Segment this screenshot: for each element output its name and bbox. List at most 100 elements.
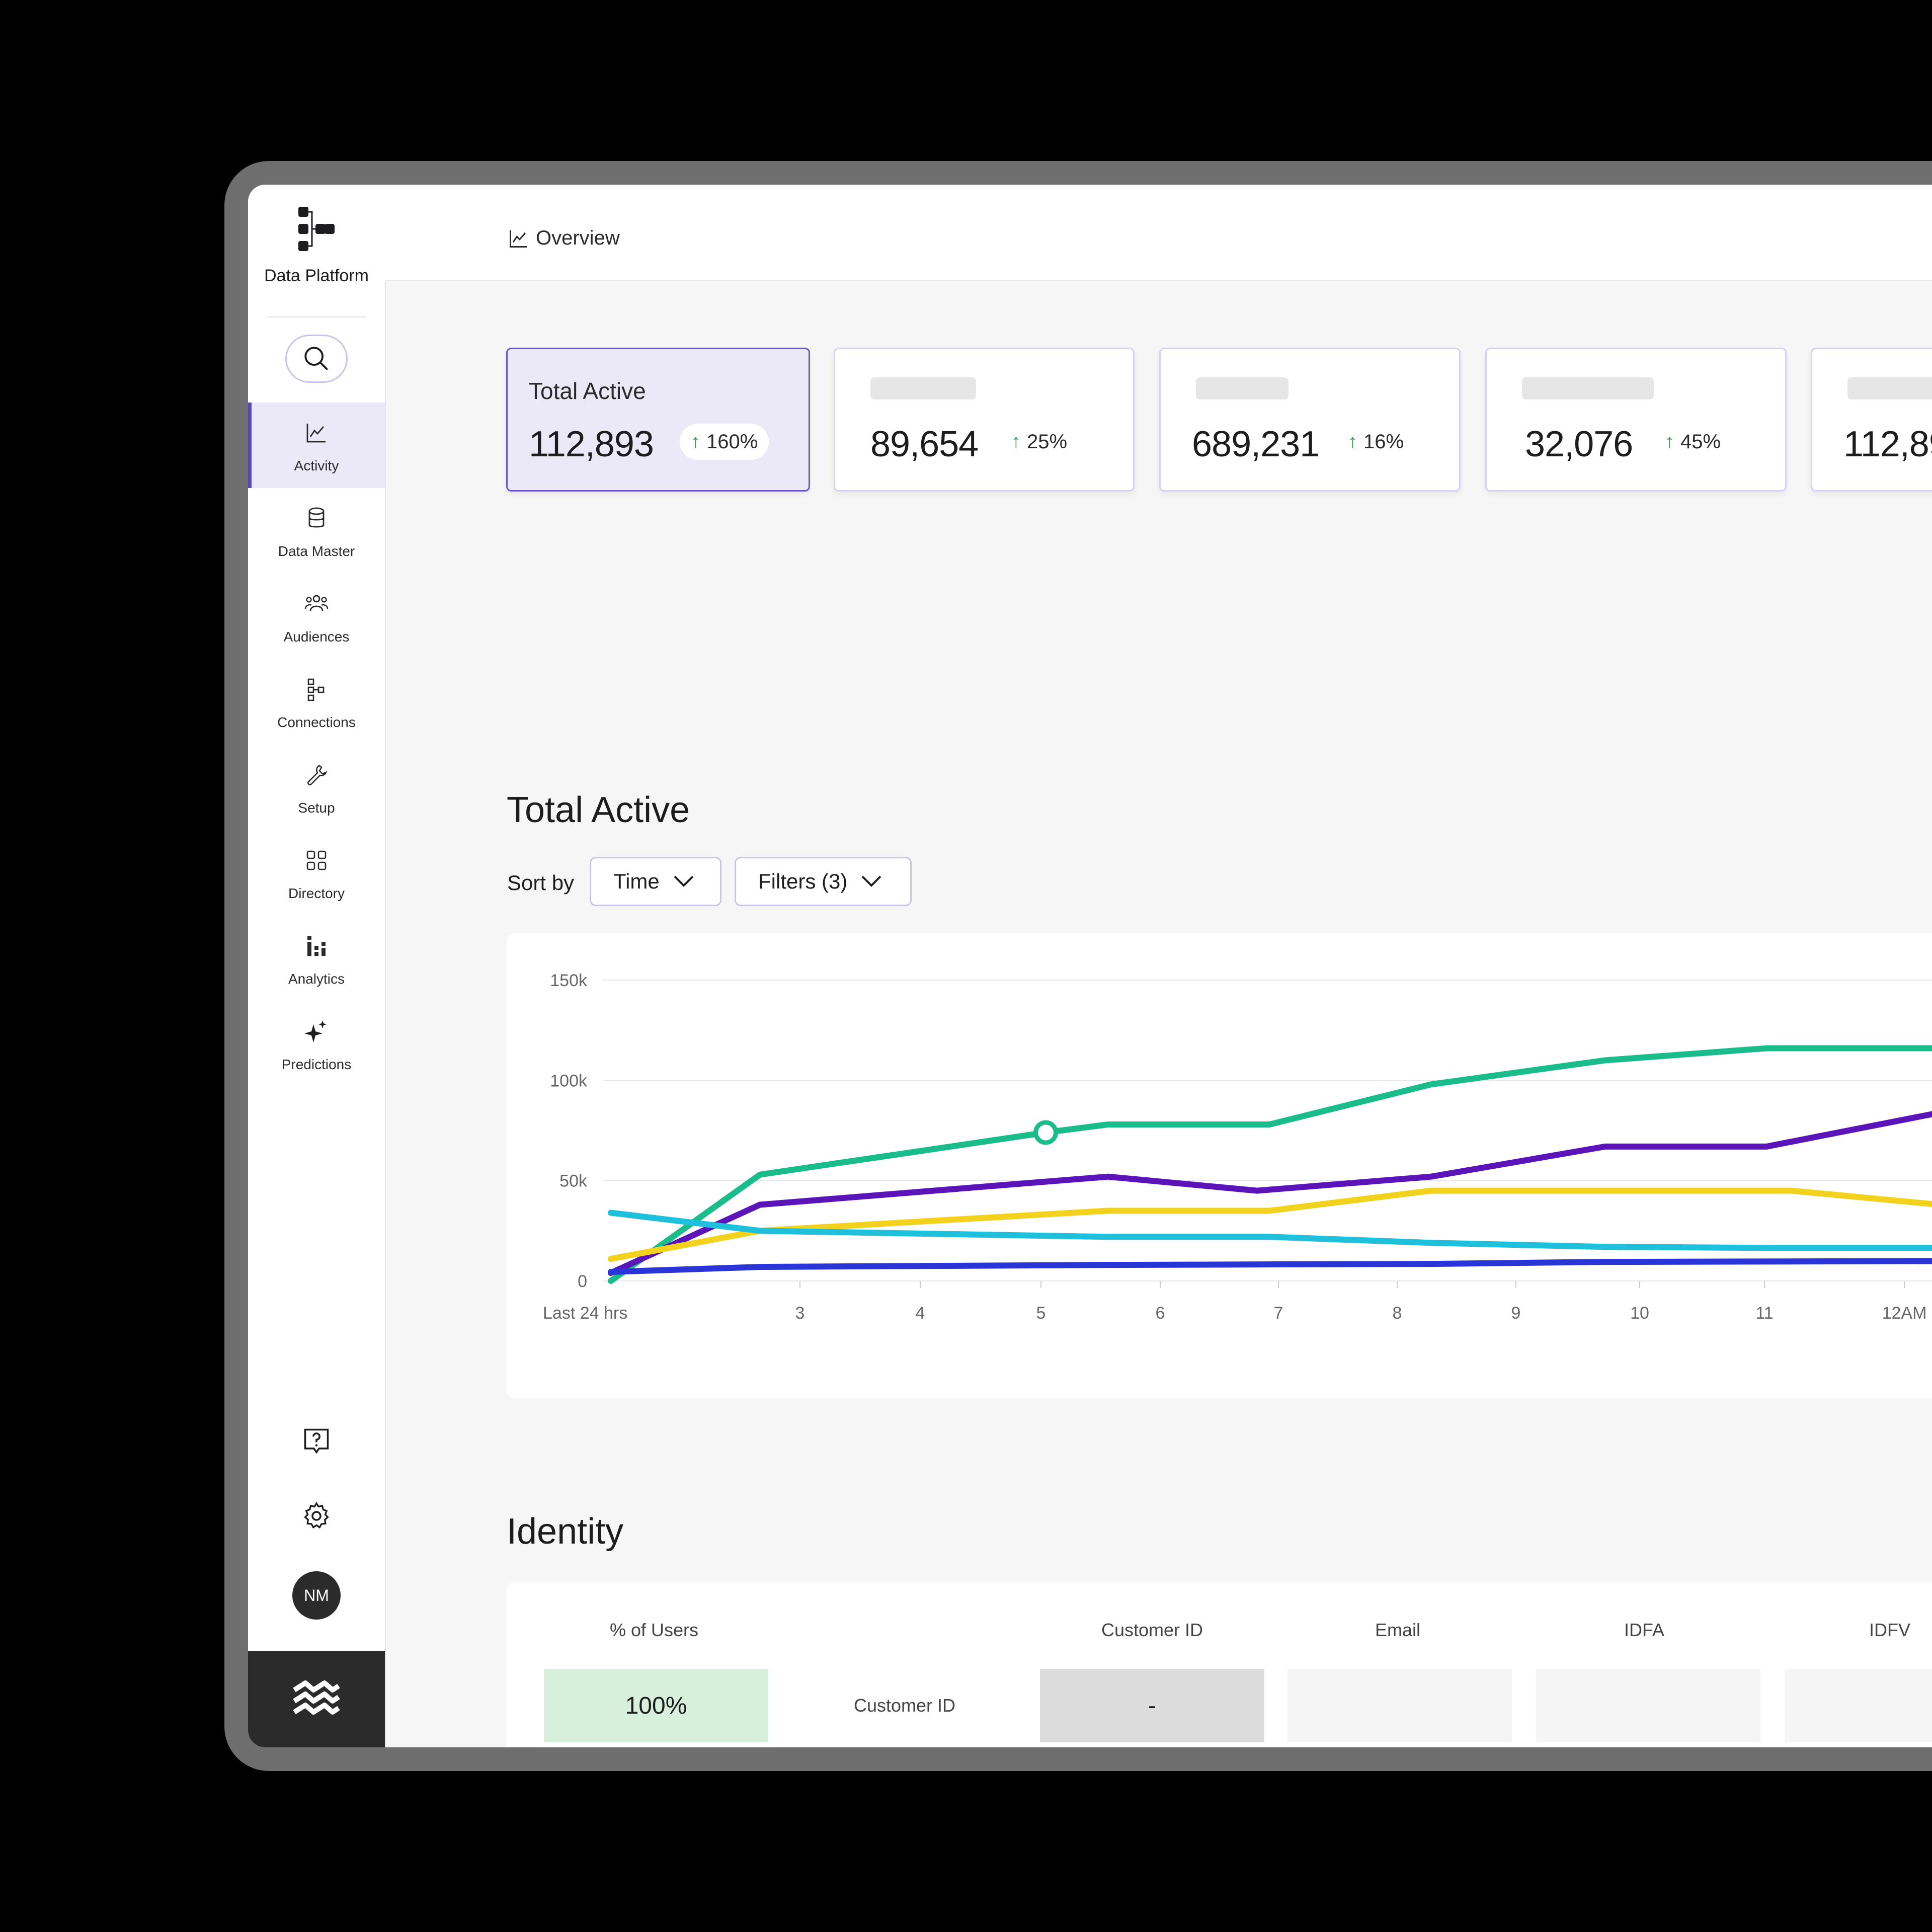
- highlight-point[interactable]: [1033, 1120, 1058, 1145]
- x-tick-label: 10: [1630, 1304, 1649, 1323]
- sidebar-item-label: Directory: [288, 886, 345, 901]
- kpi-change-badge: ↑ 16%: [1348, 424, 1404, 460]
- sidebar-item-connections[interactable]: Connections: [248, 659, 385, 745]
- gear-icon[interactable]: [301, 1501, 332, 1531]
- column-header: Email: [1375, 1620, 1421, 1640]
- connections-icon: [307, 678, 325, 701]
- column-header: % of Users: [609, 1620, 699, 1640]
- table-cell: [1287, 1669, 1512, 1742]
- kpi-title-placeholder: [1847, 377, 1932, 399]
- app-name: Data Platform: [264, 266, 369, 285]
- series-line-1[interactable]: [608, 1111, 1932, 1276]
- kpi-change-value: 160%: [706, 430, 758, 453]
- table-cell: [1536, 1669, 1760, 1742]
- sort-dropdown-value: Time: [613, 869, 660, 893]
- series-line-4[interactable]: [608, 1258, 1932, 1275]
- sidebar-item-audiences[interactable]: Audiences: [248, 574, 385, 659]
- sidebar-item-label: Activity: [294, 458, 339, 473]
- kpi-title-placeholder: [1522, 377, 1654, 399]
- sidebar-item-label: Data Master: [278, 543, 355, 559]
- identity-section-title: Identity: [507, 1511, 624, 1552]
- app-screen: Data Platform Activity Data Master: [248, 185, 1932, 1747]
- brand-logo-icon: [298, 207, 335, 251]
- table-row-label: Customer ID: [853, 1695, 956, 1716]
- sort-by-label: Sort by: [507, 871, 575, 895]
- sidebar-item-label: Predictions: [281, 1057, 352, 1072]
- people-icon: [304, 595, 329, 611]
- kpi-card[interactable]: 689,231 ↑ 16%: [1159, 348, 1461, 492]
- sort-dropdown[interactable]: Time: [590, 857, 721, 906]
- filters-dropdown-label: Filters (3): [758, 869, 848, 893]
- kpi-card-total-active[interactable]: Total Active 112,893 ↑ 160%: [506, 348, 810, 492]
- kpi-card[interactable]: 32,076 ↑ 45%: [1485, 348, 1787, 492]
- table-cell: [1785, 1669, 1932, 1742]
- sidebar-item-activity[interactable]: Activity: [248, 403, 385, 488]
- filters-dropdown[interactable]: Filters (3): [735, 857, 912, 906]
- sparkle-icon: [304, 1020, 327, 1042]
- y-tick-label: 50k: [559, 1172, 588, 1191]
- kpi-change-value: 45%: [1680, 430, 1721, 453]
- table-cell-pct: 100%: [544, 1669, 768, 1742]
- x-tick-label: 5: [1036, 1304, 1046, 1323]
- kpi-change-badge: ↑ 25%: [1011, 424, 1067, 460]
- sidebar-item-setup[interactable]: Setup: [248, 745, 385, 830]
- wrench-icon: [307, 765, 328, 785]
- kpi-value: 112,893: [529, 424, 654, 464]
- arrow-up-icon: ↑: [1011, 431, 1021, 452]
- y-tick-label: 0: [578, 1272, 587, 1291]
- x-tick-label: 6: [1156, 1304, 1165, 1323]
- kpi-value: 689,231: [1192, 424, 1320, 464]
- kpi-card[interactable]: 89,654 ↑ 25%: [834, 348, 1135, 492]
- y-tick-label: 150k: [550, 971, 588, 990]
- sidebar-item-label: Setup: [298, 800, 335, 816]
- chevron-down-icon: [674, 875, 694, 887]
- column-header: IDFV: [1869, 1620, 1910, 1640]
- wave-logo-icon: [293, 1680, 340, 1715]
- breadcrumb-label: Overview: [536, 227, 620, 249]
- x-tick-label: 12AM: [1882, 1304, 1927, 1323]
- sidebar-divider: [267, 316, 366, 317]
- chart-section-title: Total Active: [507, 790, 690, 830]
- kpi-value: 32,076: [1525, 424, 1633, 464]
- series-line-3[interactable]: [608, 1210, 1932, 1251]
- x-tick-label: 9: [1511, 1304, 1521, 1323]
- sidebar-item-label: Audiences: [283, 629, 350, 645]
- x-tick-label: 11: [1755, 1304, 1773, 1323]
- arrow-up-icon: ↑: [691, 431, 700, 452]
- breadcrumb[interactable]: Overview: [508, 227, 620, 250]
- sidebar-item-directory[interactable]: Directory: [248, 830, 385, 916]
- chart-card: 0 50k 100k 150k Last 24 hrs 3 4 5 6 7 8 9 10 11 12AM: [507, 933, 1932, 1398]
- search-button[interactable]: [285, 335, 348, 383]
- y-tick-label: 100k: [550, 1071, 588, 1090]
- x-tick-label: 3: [795, 1304, 805, 1323]
- kpi-title-placeholder: [1196, 377, 1289, 399]
- sidebar-item-analytics[interactable]: Analytics: [248, 916, 385, 1001]
- chevron-down-icon: [861, 875, 881, 887]
- grid-icon: [306, 850, 327, 870]
- top-header: Overview: [385, 185, 1932, 281]
- kpi-value: 89,654: [870, 424, 979, 464]
- x-tick-label: 8: [1393, 1304, 1402, 1323]
- avatar[interactable]: NM: [292, 1571, 341, 1620]
- kpi-change-badge: ↑ 45%: [1665, 424, 1721, 460]
- sidebar: Data Platform Activity Data Master: [248, 185, 386, 1747]
- analytics-icon: [307, 936, 326, 956]
- sidebar-item-label: Connections: [277, 714, 356, 730]
- series-line-0[interactable]: [608, 1045, 1932, 1284]
- kpi-card[interactable]: 112,89: [1811, 348, 1932, 492]
- table-cell: -: [1040, 1669, 1264, 1742]
- company-logo: [248, 1651, 385, 1747]
- kpi-title: Total Active: [529, 378, 646, 404]
- help-icon[interactable]: [301, 1426, 332, 1456]
- sidebar-item-predictions[interactable]: Predictions: [248, 1001, 385, 1087]
- x-tick-label: 4: [916, 1304, 925, 1323]
- line-chart: 0 50k 100k 150k Last 24 hrs 3 4 5 6 7 8 9 10 11 12AM: [543, 971, 1932, 1323]
- sidebar-item-label: Analytics: [288, 971, 345, 987]
- kpi-value: 112,89: [1843, 424, 1932, 464]
- kpi-title-placeholder: [870, 377, 976, 399]
- overview-chart-icon: [510, 230, 527, 248]
- arrow-up-icon: ↑: [1665, 431, 1674, 452]
- column-header: Customer ID: [1101, 1620, 1203, 1640]
- column-header: IDFA: [1624, 1620, 1664, 1640]
- sidebar-item-data-master[interactable]: Data Master: [248, 488, 385, 574]
